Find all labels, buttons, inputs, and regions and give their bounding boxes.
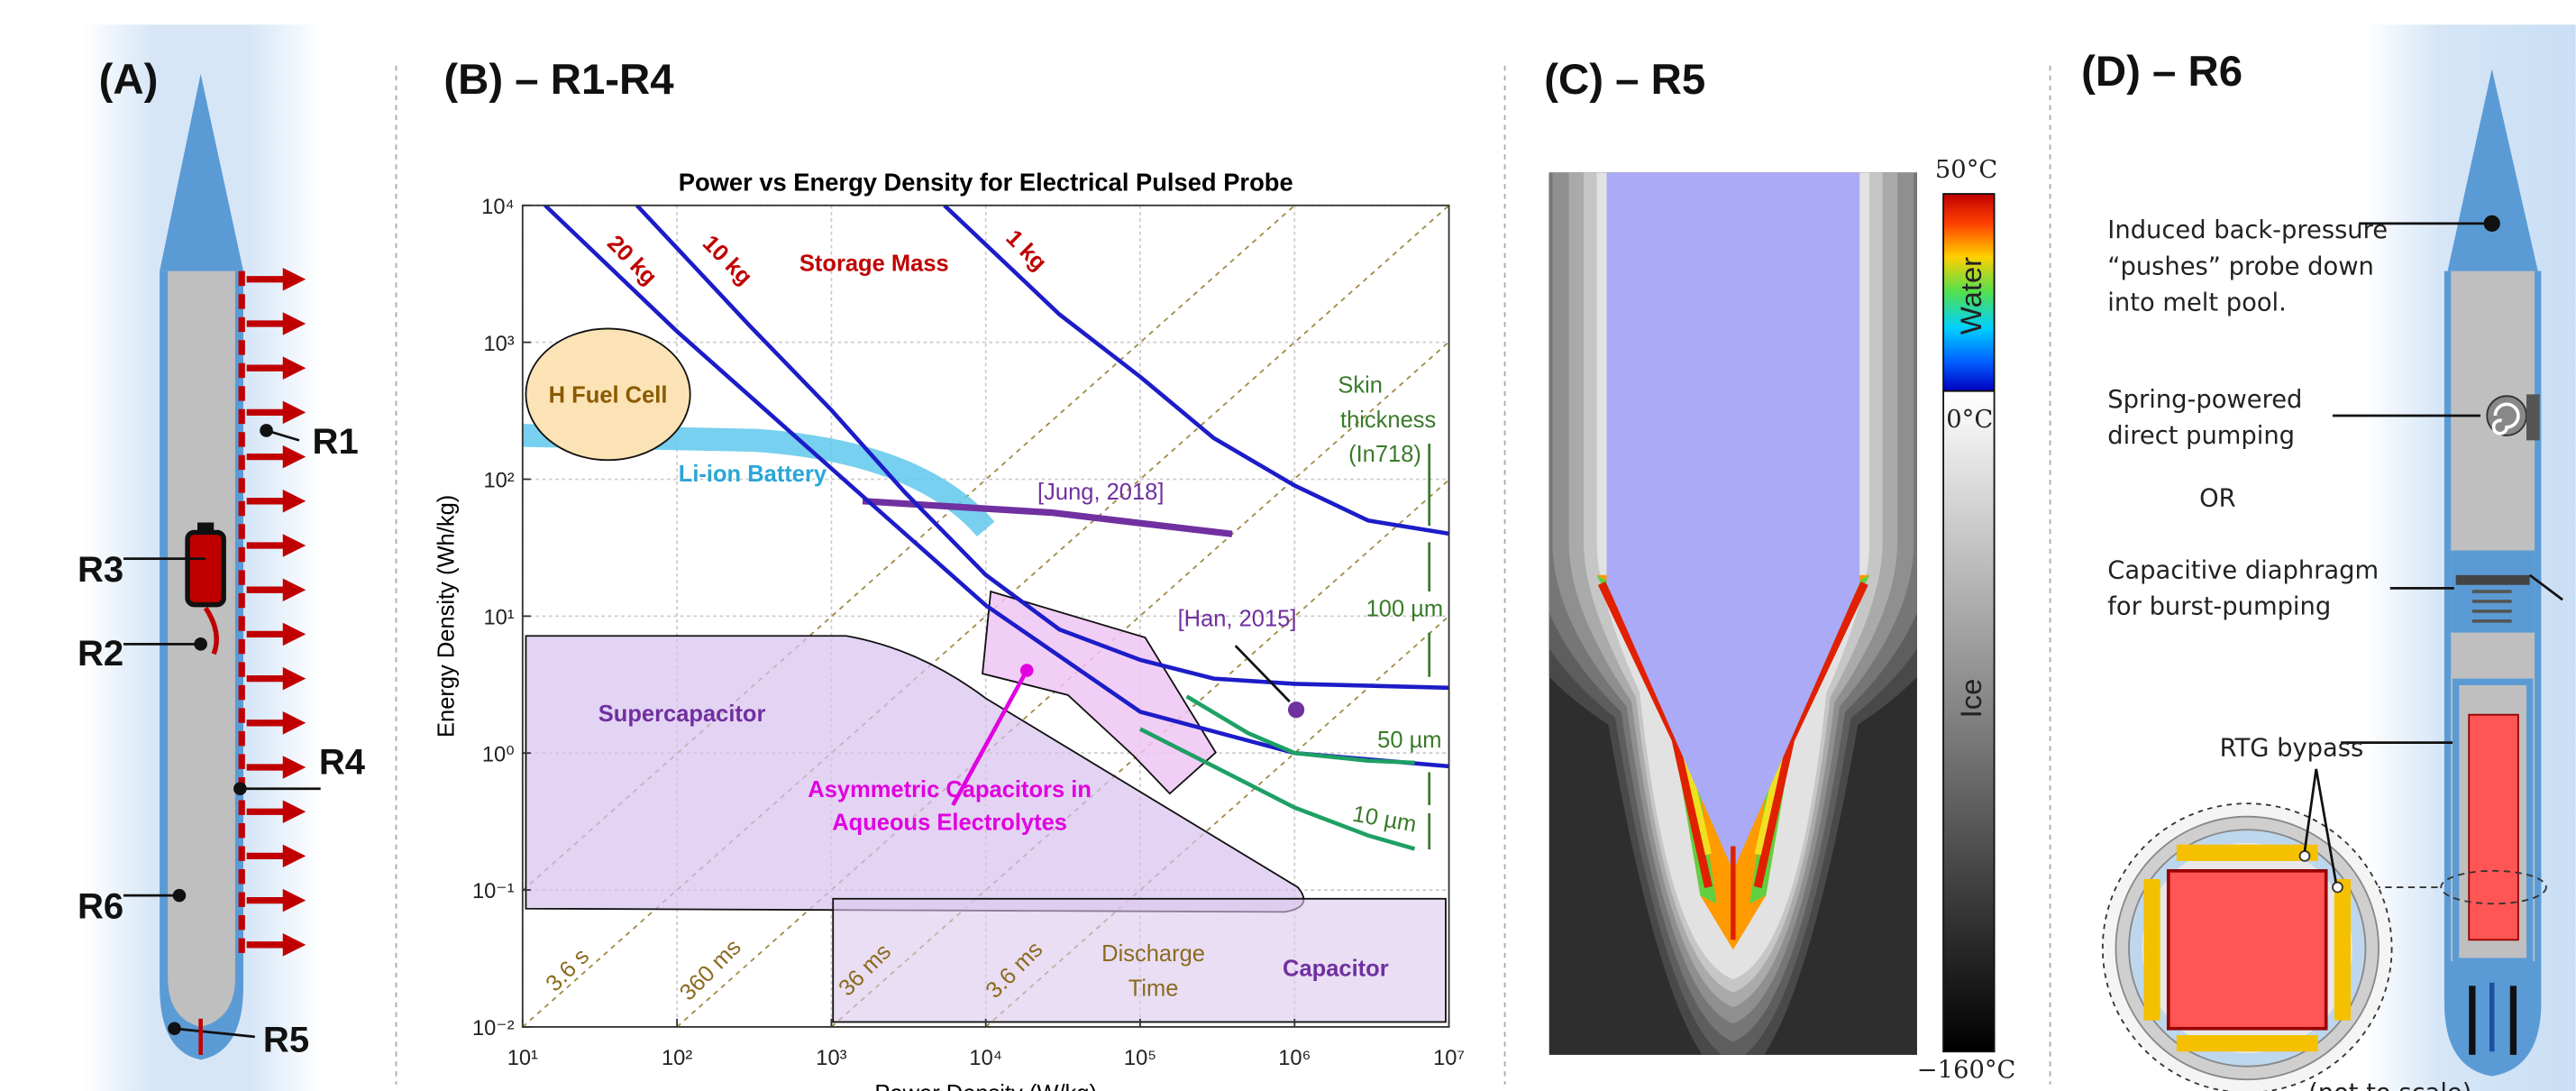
note: Capacitive diaphragm [2107, 556, 2379, 584]
region-label: R5 [263, 1020, 309, 1059]
diaphragm-plate [2456, 575, 2530, 585]
bypass-hole [2333, 883, 2343, 893]
y-tick-label: 10⁰ [482, 743, 515, 766]
panel-label: (D) – R6 [2081, 48, 2243, 96]
point [2484, 215, 2500, 232]
colorbar-label: 0°C [1946, 406, 1993, 434]
point [168, 1022, 181, 1035]
note: RTG bypass [2220, 734, 2364, 762]
y-tick-label: 10⁻² [472, 1017, 515, 1041]
section-bar [2177, 1035, 2318, 1051]
y-tick-label: 10³ [483, 333, 514, 356]
annotation: Aqueous Electrolytes [832, 810, 1067, 835]
section-rtg [2169, 871, 2326, 1029]
annotation: Asymmetric Capacitors in [808, 777, 1092, 802]
colorbar-ice [1943, 391, 1994, 1052]
colorbar-label: Ice [1954, 679, 1987, 719]
note: into melt pool. [2107, 289, 2287, 316]
battery-cap [197, 522, 214, 532]
annotation: 100 µm [1366, 596, 1444, 621]
figure: (A) R1 R2 R3 R4 R5 R6 (B) – R1-R4 Power … [0, 0, 2576, 1091]
colorbar-label: −160°C [1917, 1056, 2016, 1084]
x-axis-label: Power Density (W/kg) [874, 1081, 1097, 1091]
x-tick-label: 10⁶ [1278, 1047, 1311, 1070]
region-label: R1 [313, 422, 359, 462]
annotation: [Jung, 2018] [1037, 480, 1164, 505]
bypass-hole [2300, 851, 2310, 861]
panel-label: (B) – R1-R4 [443, 56, 674, 104]
region-label: R2 [78, 634, 123, 674]
y-tick-label: 10¹ [483, 606, 514, 629]
point [260, 424, 273, 437]
x-tick-label: 10³ [816, 1047, 846, 1070]
chart-title: Power vs Energy Density for Electrical P… [679, 168, 1293, 196]
y-tick-label: 10⁴ [481, 196, 515, 219]
x-tick-label: 10⁴ [969, 1047, 1002, 1070]
note: for burst-pumping [2107, 593, 2331, 621]
annotation: Time [1128, 976, 1179, 1001]
point [233, 782, 247, 795]
x-tick-label: 10² [662, 1047, 692, 1070]
note: OR [2199, 484, 2236, 512]
section-bar [2143, 879, 2160, 1021]
region-label: R6 [78, 887, 123, 927]
annotation: Li-ion Battery [679, 462, 827, 487]
annotation: Skin [1338, 373, 1383, 399]
annotation: Storage Mass [799, 252, 949, 277]
colorbar-label: Water [1954, 257, 1987, 335]
note: Spring-powered [2107, 386, 2302, 414]
annotation: Discharge [1101, 941, 1205, 967]
rtg [2469, 715, 2518, 940]
han-point [1288, 701, 1304, 718]
region-label: R3 [78, 550, 123, 590]
annotation: Capacitor [1283, 956, 1389, 981]
panel-a: (A) R1 R2 R3 R4 R5 R6 [78, 24, 366, 1091]
section-bar [2334, 879, 2351, 1021]
panel-b: (B) – R1-R4 Power vs Energy Density for … [434, 56, 1465, 1091]
panel-label: (C) – R5 [1544, 56, 1705, 104]
annotation: thickness [1340, 408, 1436, 433]
battery [187, 532, 224, 604]
note: Induced back-pressure [2107, 216, 2388, 244]
panel-d: (D) – R6 Induced back [2081, 24, 2576, 1091]
x-tick-label: 10¹ [507, 1047, 538, 1070]
annotation: H Fuel Cell [549, 382, 668, 408]
series-label: 50 µm [1377, 728, 1441, 753]
note: “pushes” probe down [2107, 252, 2374, 280]
annotation: Supercapacitor [598, 701, 766, 727]
section-bar [2177, 845, 2318, 861]
panel-c: (C) – R5 50°C 0°C −160°C Water Ice [1492, 56, 2015, 1085]
spring-mount [2526, 394, 2540, 440]
region-label: R4 [319, 742, 366, 782]
colorbar-label: 50°C [1935, 156, 1997, 184]
x-tick-label: 10⁷ [1433, 1047, 1465, 1070]
point [194, 637, 207, 651]
note: direct pumping [2107, 422, 2295, 450]
annotation: (In718) [1348, 442, 1421, 467]
y-axis-label: Energy Density (Wh/kg) [434, 495, 459, 738]
x-tick-label: 10⁵ [1124, 1047, 1156, 1070]
page: { "panel_a": {"label": "(A)", "regions":… [0, 0, 2576, 1091]
y-tick-label: 10⁻¹ [472, 880, 515, 903]
point [173, 889, 187, 903]
y-tick-label: 10² [483, 470, 514, 493]
panel-label: (A) [99, 56, 159, 104]
annotation: [Han, 2015] [1178, 606, 1297, 631]
note: (not to scale) [2308, 1079, 2471, 1091]
